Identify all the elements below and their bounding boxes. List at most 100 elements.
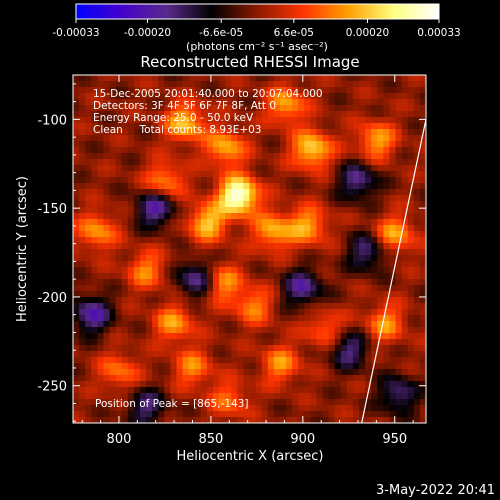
heatmap-cell <box>200 363 208 370</box>
heatmap-cell <box>359 357 366 364</box>
heatmap-cell <box>176 249 184 256</box>
heatmap-cell <box>73 189 80 196</box>
heatmap-cell <box>91 219 98 226</box>
heatmap-cell <box>225 171 232 178</box>
heatmap-cell <box>407 303 415 310</box>
heatmap-cell <box>121 417 129 423</box>
heatmap-cell <box>79 303 86 310</box>
heatmap-cell <box>340 165 348 172</box>
heatmap-cell <box>419 231 426 238</box>
heatmap-cell <box>322 387 330 394</box>
heatmap-cell <box>73 141 80 148</box>
heatmap-cell <box>206 153 214 160</box>
heatmap-cell <box>413 231 421 238</box>
heatmap-cell <box>322 411 330 418</box>
heatmap-cell <box>170 117 178 124</box>
heatmap-cell <box>139 363 147 370</box>
heatmap-cell <box>255 75 263 82</box>
heatmap-cell <box>237 291 245 298</box>
heatmap-cell <box>237 129 245 136</box>
heatmap-cell <box>127 213 135 220</box>
heatmap-cell <box>237 417 245 423</box>
heatmap-cell <box>413 237 421 244</box>
heatmap-cell <box>255 225 263 232</box>
heatmap-cell <box>371 345 378 352</box>
heatmap-cell <box>273 321 281 328</box>
heatmap-cell <box>219 309 226 316</box>
heatmap-cell <box>419 105 426 112</box>
heatmap-cell <box>261 393 269 400</box>
heatmap-cell <box>133 309 141 316</box>
heatmap-cell <box>407 123 415 130</box>
heatmap-cell <box>109 393 117 400</box>
heatmap-cell <box>389 87 397 94</box>
heatmap-cell <box>231 171 238 178</box>
heatmap-cell <box>286 303 293 310</box>
heatmap-cell <box>304 159 311 166</box>
heatmap-cell <box>91 201 98 208</box>
heatmap-cell <box>139 297 147 304</box>
heatmap-cell <box>194 105 202 112</box>
heatmap-cell <box>352 231 360 238</box>
heatmap-cell <box>267 411 275 418</box>
heatmap-cell <box>79 117 86 124</box>
heatmap-cell <box>158 87 165 94</box>
heatmap-cell <box>91 117 98 124</box>
annotation-clean-counts: Clean Total counts: 8.93E+03 <box>93 124 262 136</box>
heatmap-cell <box>298 249 305 256</box>
heatmap-cell <box>103 357 111 364</box>
heatmap-cell <box>340 345 348 352</box>
heatmap-cell <box>79 111 86 118</box>
heatmap-cell <box>152 105 159 112</box>
heatmap-cell <box>365 261 372 268</box>
heatmap-cell <box>267 273 275 280</box>
heatmap-cell <box>225 399 232 406</box>
heatmap-cell <box>389 339 397 346</box>
heatmap-cell <box>103 375 111 382</box>
heatmap-cell <box>383 195 391 202</box>
heatmap-cell <box>200 159 208 166</box>
heatmap-cell <box>115 285 123 292</box>
heatmap-cell <box>152 123 159 130</box>
heatmap-cell <box>85 225 92 232</box>
heatmap-cell <box>419 399 426 406</box>
heatmap-cell <box>133 351 141 358</box>
heatmap-cell <box>310 345 318 352</box>
heatmap-cell <box>365 195 372 202</box>
heatmap-cell <box>286 351 293 358</box>
heatmap-cell <box>103 399 111 406</box>
heatmap-cell <box>164 237 171 244</box>
heatmap-cell <box>152 249 159 256</box>
heatmap-cell <box>249 375 257 382</box>
heatmap-cell <box>310 75 318 82</box>
heatmap-cell <box>139 345 147 352</box>
heatmap-cell <box>346 117 354 124</box>
heatmap-cell <box>340 117 348 124</box>
heatmap-cell <box>212 219 220 226</box>
heatmap-cell <box>377 333 384 340</box>
heatmap-cell <box>73 99 80 106</box>
heatmap-cell <box>322 285 330 292</box>
heatmap-cell <box>85 351 92 358</box>
heatmap-cell <box>139 393 147 400</box>
heatmap-cell <box>249 237 257 244</box>
heatmap-cell <box>91 93 98 100</box>
heatmap-cell <box>401 99 409 106</box>
heatmap-cell <box>401 171 409 178</box>
heatmap-cell <box>243 327 251 334</box>
heatmap-cell <box>212 141 220 148</box>
heatmap-cell <box>85 213 92 220</box>
heatmap-cell <box>359 345 366 352</box>
heatmap-cell <box>316 117 324 124</box>
heatmap-cell <box>91 189 98 196</box>
heatmap-cell <box>200 171 208 178</box>
heatmap-cell <box>139 75 147 82</box>
heatmap-cell <box>182 285 190 292</box>
heatmap-cell <box>383 417 391 423</box>
heatmap-cell <box>401 381 409 388</box>
heatmap-cell <box>407 345 415 352</box>
heatmap-cell <box>334 261 342 268</box>
heatmap-cell <box>255 111 263 118</box>
heatmap-cell <box>401 219 409 226</box>
heatmap-cell <box>206 213 214 220</box>
